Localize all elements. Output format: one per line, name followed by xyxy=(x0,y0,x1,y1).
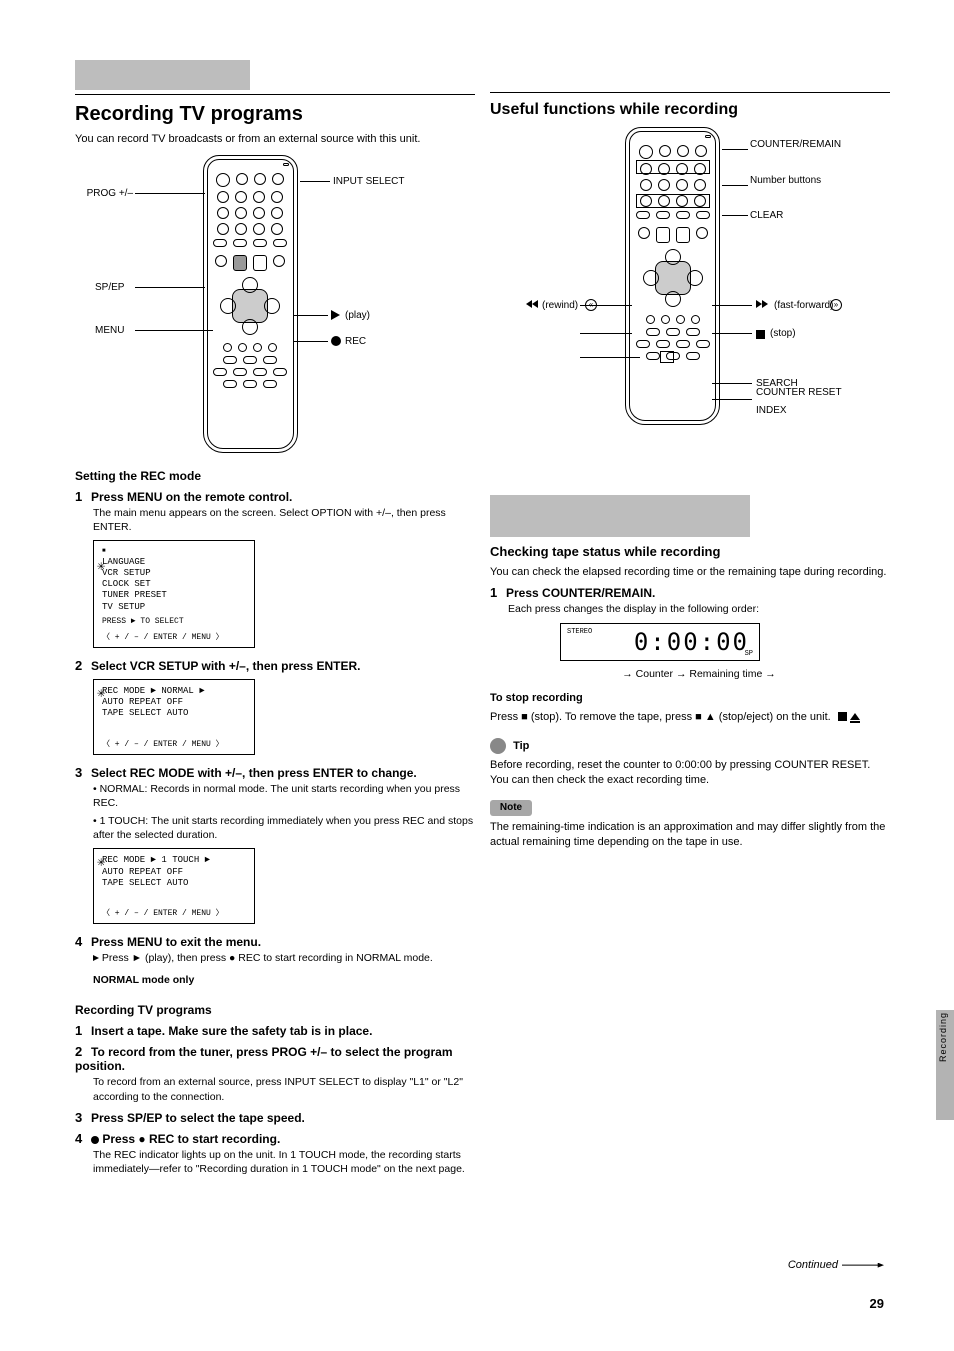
play-icon xyxy=(331,309,340,321)
callout-menu: MENU xyxy=(95,325,124,336)
rec-section-title: Recording TV programs xyxy=(75,1003,475,1017)
stop-icon-inline xyxy=(838,712,847,721)
step1: Press MENU on the remote control. xyxy=(91,490,292,504)
tip-body: Before recording, reset the counter to 0… xyxy=(490,758,890,788)
left-gray-bar xyxy=(75,60,250,90)
start-note: Press ► (play), then press ● REC to star… xyxy=(93,951,475,965)
remote-left xyxy=(198,155,303,455)
rew-circ-icon: « xyxy=(585,299,597,311)
stop-body: Press ■ (stop). To remove the tape, pres… xyxy=(490,710,890,725)
remote-right xyxy=(620,127,725,427)
tip-heading: Tip xyxy=(513,740,529,752)
step2: Select VCR SETUP with +/–, then press EN… xyxy=(91,659,361,673)
left-intro: You can record TV broadcasts or from an … xyxy=(75,132,475,147)
left-section-title: Recording TV programs xyxy=(75,103,475,126)
osd-1: ✳ ■ LANGUAGE VCR SETUP CLOCK SET TUNER P… xyxy=(93,540,255,648)
callout-stop: (stop) xyxy=(770,328,796,339)
callout-numbers: Number buttons xyxy=(750,175,840,186)
step3-sub-a: • NORMAL: Records in normal mode. The un… xyxy=(93,782,475,810)
right-column: Useful functions while recording xyxy=(490,60,890,854)
rec-icon xyxy=(331,335,341,347)
remote-left-wrap: INPUT SELECT PROG +/– SP/EP MENU (play) … xyxy=(75,155,425,455)
eject-icon-inline xyxy=(850,713,860,720)
callout-counter-remain: COUNTER/REMAIN xyxy=(750,139,860,150)
check-title: Checking tape status while recording xyxy=(490,543,890,561)
tape-counter-display: STEREO 0:00:00 SP xyxy=(560,623,760,661)
remote-right-wrap: COUNTER/REMAIN Number buttons CLEAR (rew… xyxy=(490,127,840,457)
callout-counter-reset: COUNTER RESET xyxy=(756,387,846,398)
ff-circ-icon: » xyxy=(830,299,842,311)
tip-icon xyxy=(490,738,506,754)
stop-icon xyxy=(756,328,765,340)
check-step1: Press COUNTER/REMAIN. xyxy=(506,586,655,600)
callout-prog: PROG +/– xyxy=(75,188,133,199)
right-gray-bar xyxy=(490,495,750,537)
stop-heading: To stop recording xyxy=(490,691,890,706)
step1-sub: The main menu appears on the screen. Sel… xyxy=(93,506,475,534)
osd-2: ✳ REC MODE ► NORMAL ► AUTO REPEAT OFF TA… xyxy=(93,679,255,755)
step3-sub-b: • 1 TOUCH: The unit starts recording imm… xyxy=(93,814,475,842)
osd-3: ✳ REC MODE ► 1 TOUCH ► AUTO REPEAT OFF T… xyxy=(93,848,255,924)
rstep4-sub: The REC indicator lights up on the unit.… xyxy=(93,1148,475,1176)
rstep2b: To record from an external source, press… xyxy=(93,1075,475,1103)
callout-rew: (rewind) xyxy=(542,300,578,311)
arrow-cycle: → Counter → Remaining time → xyxy=(508,667,890,681)
callout-input-select: INPUT SELECT xyxy=(333,176,405,187)
note-mark: Note xyxy=(490,800,532,816)
callout-rec: REC xyxy=(345,336,366,347)
right-section-title: Useful functions while recording xyxy=(490,101,890,119)
rew-icon xyxy=(526,299,538,311)
left-column: Recording TV programs You can record TV … xyxy=(75,60,475,1180)
side-tab-text: Recording xyxy=(938,1012,952,1062)
continued-label: Continued xyxy=(788,1259,884,1271)
rstep2a: To record from the tuner, press PROG +/–… xyxy=(75,1045,453,1073)
check-step1-sub: Each press changes the display in the fo… xyxy=(508,602,890,616)
check-body: You can check the elapsed recording time… xyxy=(490,565,890,580)
ff-icon xyxy=(756,299,768,311)
callout-sp-ep: SP/EP xyxy=(95,282,124,293)
step4: Press MENU to exit the menu. xyxy=(91,935,261,949)
rstep4: Press ● REC to start recording. xyxy=(91,1132,280,1146)
callout-play: (play) xyxy=(345,310,370,321)
normal-only: NORMAL mode only xyxy=(93,973,475,987)
play-icon-small xyxy=(93,955,99,961)
step3: Select REC MODE with +/–, then press ENT… xyxy=(91,766,417,780)
set-rec-mode-heading: Setting the REC mode xyxy=(75,469,475,483)
note-body: The remaining-time indication is an appr… xyxy=(490,820,890,850)
rstep1: Insert a tape. Make sure the safety tab … xyxy=(91,1024,372,1038)
callout-clear: CLEAR xyxy=(750,210,783,221)
callout-index: INDEX xyxy=(756,405,787,416)
continued-arrow-icon xyxy=(842,1263,884,1268)
page-number: 29 xyxy=(870,1296,884,1311)
callout-ff: (fast-forward) xyxy=(774,300,833,311)
rstep3: Press SP/EP to select the tape speed. xyxy=(91,1111,305,1125)
